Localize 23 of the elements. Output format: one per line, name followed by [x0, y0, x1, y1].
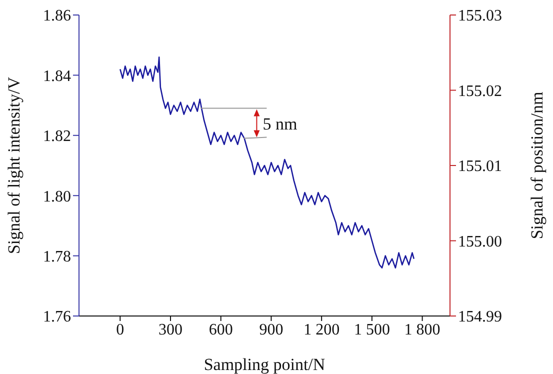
y-tick-label: 1.78 — [43, 248, 71, 266]
x-axis-title: Sampling point/N — [204, 355, 326, 374]
x-tick-label: 1 200 — [304, 321, 340, 338]
x-tick-label: 600 — [208, 321, 233, 338]
y-tick-label: 1.82 — [43, 128, 71, 146]
y2-tick-label: 155.01 — [458, 158, 502, 176]
x-tick-label: 300 — [158, 321, 182, 338]
y-axis-title: Signal of light intensity/V — [4, 76, 24, 254]
x-tick-label: 0 — [116, 321, 124, 338]
x-tick-label: 900 — [259, 321, 284, 338]
x-tick-label: 1 800 — [404, 321, 440, 338]
y-tick-label: 1.80 — [43, 188, 71, 206]
y2-tick-label: 154.99 — [458, 308, 502, 326]
y2-tick-label: 155.00 — [458, 233, 502, 250]
y-tick-label: 1.86 — [43, 8, 71, 25]
y2-tick-label: 155.02 — [458, 82, 502, 100]
y2-axis-title: Signal of position/nm — [528, 92, 546, 240]
y2-tick-label: 155.03 — [458, 8, 502, 25]
line-series — [119, 56, 415, 268]
y-tick-label: 1.84 — [43, 68, 71, 85]
annotation: 5 nm — [262, 114, 298, 134]
y-tick-label: 1.76 — [43, 308, 71, 326]
x-tick-label: 1 500 — [354, 321, 390, 338]
